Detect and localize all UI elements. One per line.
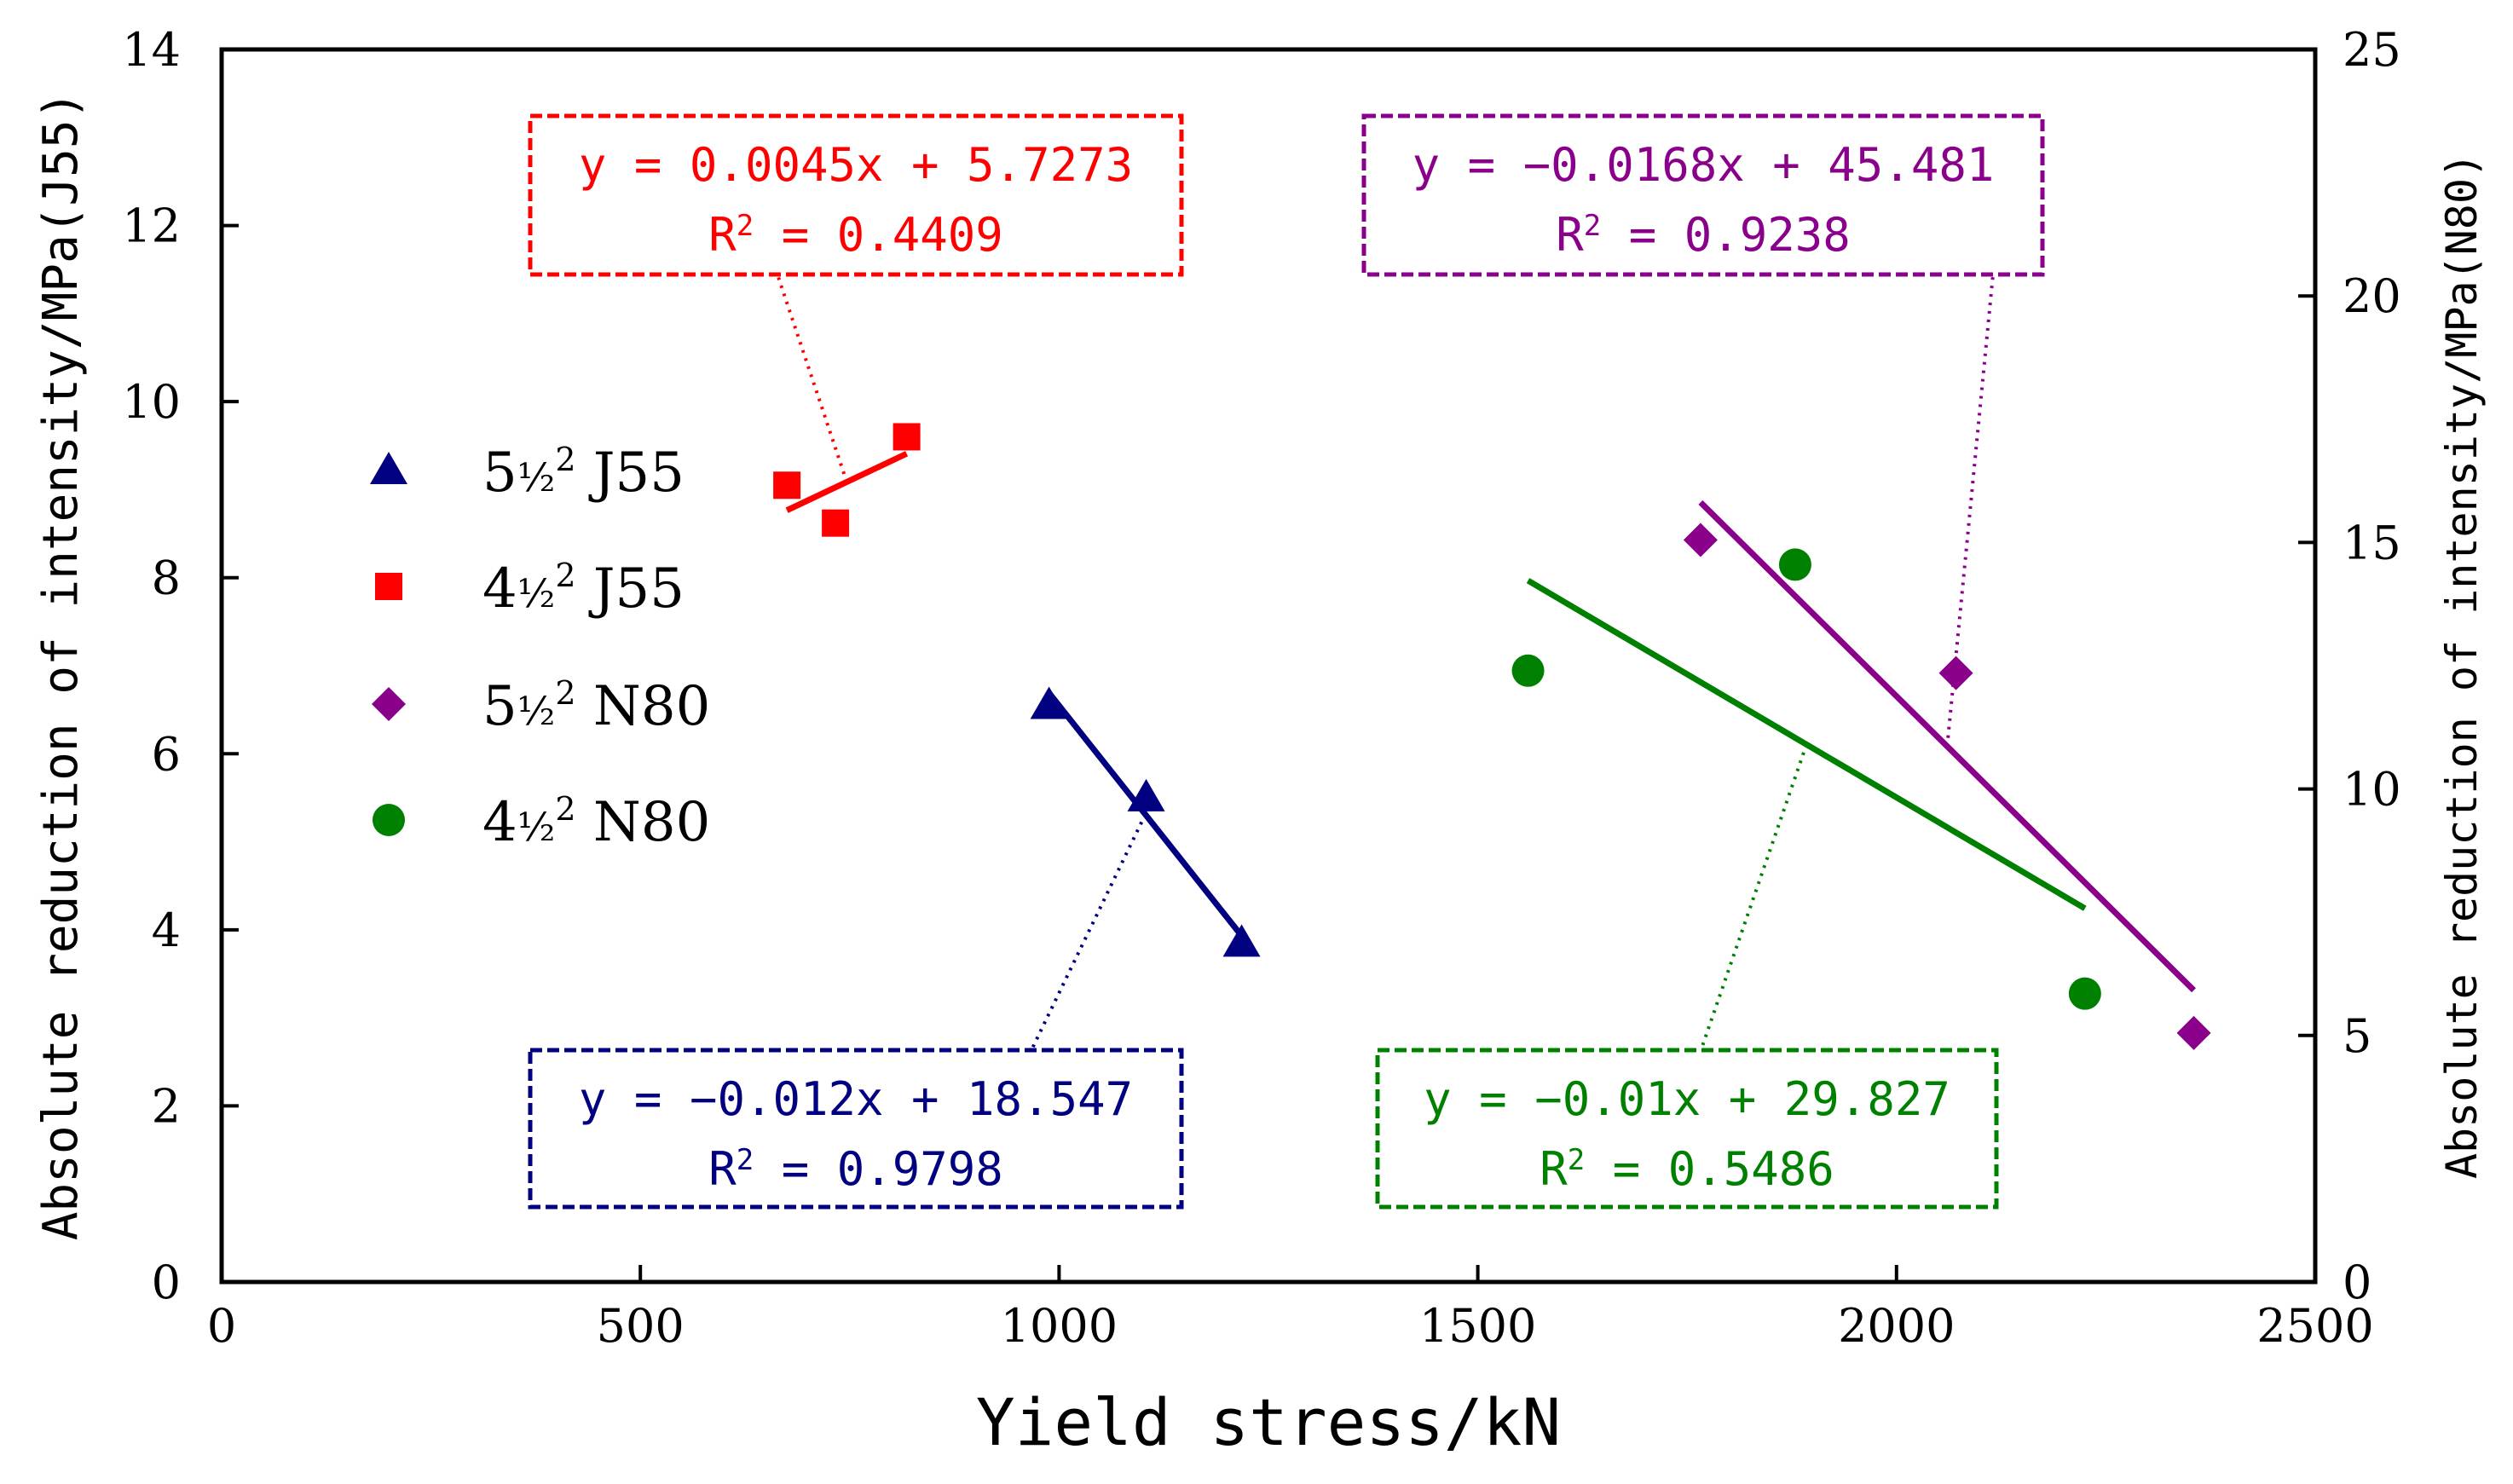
r2-value: = 0.5486 [1585, 1142, 1834, 1196]
r2-value: = 0.9798 [754, 1142, 1003, 1196]
r2-value: = 0.4409 [754, 208, 1003, 262]
trendline-4j55 [785, 451, 909, 513]
r2-prefix: R [1540, 1142, 1568, 1196]
equation-text-5n80: y = −0.0168x + 45.481 [1412, 138, 1995, 192]
x-tick-label-1000: 1000 [1001, 1299, 1118, 1353]
equation-box-4j55 [528, 113, 1184, 277]
legend-label-fraction: ½ [517, 570, 556, 616]
x-axis-label: Yield stress/kN [976, 1384, 1561, 1460]
data-point-4j55 [822, 509, 850, 537]
equation-box-5j55 [528, 1048, 1184, 1210]
data-point-4j55 [893, 423, 921, 451]
equation-text-4j55: y = 0.0045x + 5.7273 [579, 138, 1133, 192]
y-right-tick-label-10: 10 [2343, 763, 2401, 817]
legend-label-tail: N80 [576, 791, 711, 854]
equation-text-5j55: y = −0.012x + 18.547 [579, 1072, 1133, 1126]
legend-label-superscript: 2 [555, 557, 575, 594]
legend-label-5n80: 5½2 N80 [482, 674, 710, 738]
r2-value: = 0.9238 [1601, 208, 1851, 262]
legend-label-main: 5 [482, 675, 517, 738]
legend-marker-4n80 [373, 804, 405, 836]
r2-superscript: 2 [1584, 209, 1601, 243]
legend-label-4j55: 4½2 J55 [482, 557, 685, 621]
x-tick-label-500: 500 [597, 1299, 685, 1353]
leader-line-5j55 [1028, 813, 1147, 1054]
data-point-4n80 [2068, 977, 2101, 1010]
y-axis-label-left: Absolute reduction of intensity/MPa(J55) [33, 91, 89, 1241]
data-point-5n80 [2176, 1015, 2211, 1050]
legend-label-tail: J55 [576, 442, 685, 505]
legend-label-superscript: 2 [555, 790, 575, 828]
y-left-tick-label-0: 0 [152, 1256, 181, 1309]
r2-text-4j55: R2 = 0.4409 [708, 208, 1003, 262]
equation-box-5n80 [1361, 113, 2045, 277]
y-left-tick-label-8: 8 [152, 551, 181, 605]
y-left-tick-label-12: 12 [122, 199, 181, 253]
y-right-tick-label-5: 5 [2343, 1009, 2371, 1063]
y-axis-label-right: Absolute reduction of intensity/MPa(N80) [2437, 153, 2487, 1179]
legend-label-tail: N80 [576, 675, 711, 738]
legend-marker-5n80 [372, 687, 406, 721]
r2-superscript: 2 [1568, 1143, 1585, 1177]
r2-text-5j55: R2 = 0.9798 [708, 1142, 1003, 1196]
y-left-tick-label-10: 10 [122, 375, 181, 429]
leader-line-4n80 [1698, 743, 1809, 1054]
legend-label-4n80: 4½2 N80 [482, 790, 710, 854]
trendline-5n80 [1698, 499, 2197, 993]
data-point-5j55 [1127, 778, 1165, 811]
y-right-tick-label-20: 20 [2343, 269, 2401, 323]
legend-marker-4j55 [375, 573, 402, 600]
data-point-5n80 [1938, 655, 1973, 690]
r2-prefix: R [708, 208, 737, 262]
r2-text-4n80: R2 = 0.5486 [1540, 1142, 1834, 1196]
y-left-tick-label-14: 14 [122, 23, 181, 77]
y-left-tick-label-4: 4 [152, 904, 181, 957]
data-point-4n80 [1511, 654, 1545, 687]
data-point-5j55 [1030, 686, 1068, 719]
y-left-tick-label-2: 2 [152, 1079, 181, 1133]
r2-superscript: 2 [737, 209, 754, 243]
legend-label-main: 4 [482, 557, 517, 621]
legend-marker-5j55 [370, 452, 407, 484]
trendline-5j55 [1046, 690, 1245, 938]
trendline-4n80 [1526, 578, 2087, 911]
legend-label-5j55: 5½2 J55 [482, 441, 685, 505]
legend-label-fraction: ½ [517, 688, 556, 734]
y-right-tick-label-0: 0 [2343, 1256, 2371, 1309]
data-point-5n80 [1683, 523, 1718, 557]
legend-label-fraction: ½ [517, 804, 556, 850]
equation-box-4n80 [1375, 1048, 1999, 1210]
leader-line-4j55 [776, 274, 849, 483]
legend-label-tail: J55 [576, 557, 685, 621]
y-left-tick-label-6: 6 [152, 727, 181, 781]
x-tick-label-0: 0 [207, 1299, 236, 1353]
equation-text-4n80: y = −0.01x + 29.827 [1424, 1072, 1950, 1126]
x-tick-label-2000: 2000 [1838, 1299, 1955, 1353]
legend-label-superscript: 2 [555, 441, 575, 478]
plot-frame [219, 47, 2318, 1285]
r2-prefix: R [708, 1142, 737, 1196]
legend-label-fraction: ½ [517, 454, 556, 500]
data-point-5j55 [1222, 924, 1261, 957]
y-right-tick-label-15: 15 [2343, 516, 2401, 569]
legend-label-main: 5 [482, 442, 517, 505]
x-tick-label-1500: 1500 [1419, 1299, 1536, 1353]
data-point-4j55 [773, 471, 801, 499]
r2-prefix: R [1556, 208, 1584, 262]
r2-text-5n80: R2 = 0.9238 [1556, 208, 1851, 262]
legend-label-main: 4 [482, 791, 517, 854]
y-right-tick-label-25: 25 [2343, 23, 2401, 77]
legend-label-superscript: 2 [555, 674, 575, 712]
r2-superscript: 2 [737, 1143, 754, 1177]
x-tick-label-2500: 2500 [2256, 1299, 2373, 1353]
data-point-4n80 [1778, 548, 1811, 581]
